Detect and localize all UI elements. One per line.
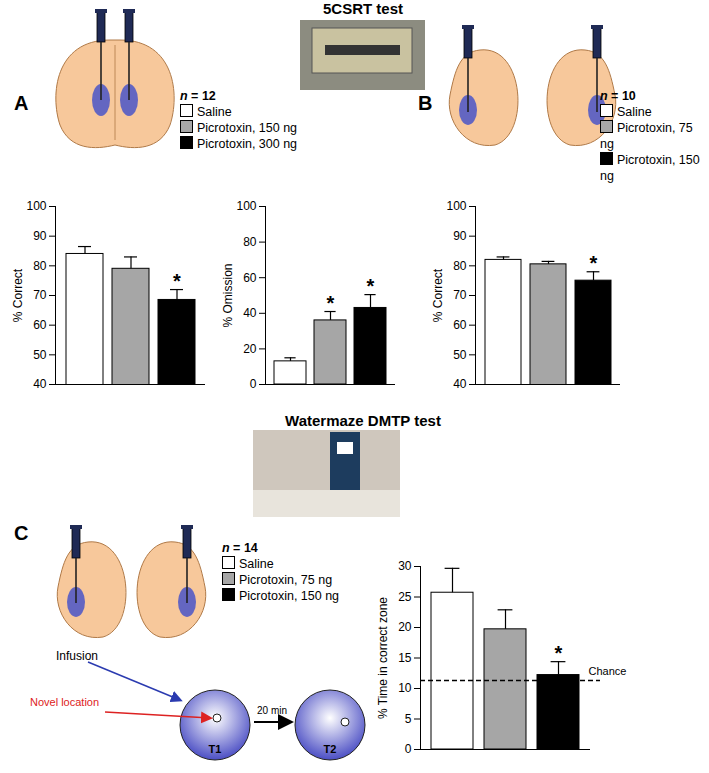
svg-text:% Correct: % Correct — [11, 268, 25, 322]
html-text:5CSRT test: 5CSRT test — [323, 0, 403, 17]
html-text:Saline: Saline — [239, 557, 274, 571]
svg-text:50: 50 — [33, 348, 47, 362]
svg-text:90: 90 — [33, 229, 47, 243]
svg-text:0: 0 — [405, 742, 412, 756]
html-text:Picrotoxin, 300 ng: Picrotoxin, 300 ng — [197, 137, 298, 151]
html-text:Saline: Saline — [197, 105, 232, 119]
svg-text:50: 50 — [453, 348, 467, 362]
svg-text:80: 80 — [453, 259, 467, 273]
svg-text:30: 30 — [398, 559, 412, 573]
svg-text:100: 100 — [236, 199, 256, 213]
svg-text:60: 60 — [243, 271, 257, 285]
svg-text:80: 80 — [243, 235, 257, 249]
svg-text:% Time in correct zone: % Time in correct zone — [376, 597, 390, 719]
svg-text:20: 20 — [243, 342, 257, 356]
svg-text:Infusion: Infusion — [56, 649, 98, 663]
html-text:B: B — [418, 92, 433, 114]
html-text:n = 14: n = 14 — [222, 541, 258, 555]
svg-text:*: * — [173, 270, 181, 292]
svg-text:Novel location: Novel location — [30, 696, 99, 708]
svg-text:60: 60 — [33, 318, 47, 332]
svg-text:40: 40 — [243, 306, 257, 320]
html-text:Picrotoxin, 75 ng: Picrotoxin, 75 ng — [239, 573, 333, 587]
html-text:C: C — [14, 522, 29, 544]
svg-text:20: 20 — [398, 620, 412, 634]
html-text:Picrotoxin, 150 ng: Picrotoxin, 150 ng — [197, 121, 298, 135]
svg-text:% Correct: % Correct — [431, 268, 445, 322]
html-text:A: A — [14, 92, 29, 114]
svg-text:*: * — [555, 642, 563, 664]
svg-text:100: 100 — [446, 199, 466, 213]
svg-text:40: 40 — [453, 377, 467, 391]
html-text:n = 12: n = 12 — [180, 89, 216, 103]
html-text:Picrotoxin, 75 ng: Picrotoxin, 75 ng — [600, 121, 693, 151]
svg-text:25: 25 — [398, 590, 412, 604]
svg-text:70: 70 — [453, 288, 467, 302]
html-text:Saline: Saline — [617, 105, 652, 119]
svg-text:5: 5 — [405, 712, 412, 726]
svg-text:*: * — [367, 275, 375, 297]
html-text:Watermaze DMTP test: Watermaze DMTP test — [285, 412, 441, 429]
svg-text:*: * — [590, 252, 598, 274]
html-text:n = 10: n = 10 — [600, 89, 636, 103]
svg-text:T1: T1 — [209, 743, 222, 755]
svg-text:20 min: 20 min — [257, 705, 287, 716]
svg-text:T2: T2 — [324, 743, 337, 755]
svg-text:60: 60 — [453, 318, 467, 332]
svg-text:40: 40 — [33, 377, 47, 391]
svg-text:*: * — [327, 292, 335, 314]
svg-text:0: 0 — [250, 377, 257, 391]
svg-text:15: 15 — [398, 651, 412, 665]
svg-text:100: 100 — [26, 199, 46, 213]
svg-text:70: 70 — [33, 288, 47, 302]
svg-text:10: 10 — [398, 681, 412, 695]
svg-text:% Omission: % Omission — [221, 263, 235, 327]
svg-text:Chance: Chance — [589, 665, 627, 677]
html-text:Picrotoxin, 150 ng: Picrotoxin, 150 ng — [239, 589, 340, 603]
html-text:Picrotoxin, 150 ng: Picrotoxin, 150 ng — [600, 153, 700, 183]
svg-text:90: 90 — [453, 229, 467, 243]
svg-text:80: 80 — [33, 259, 47, 273]
